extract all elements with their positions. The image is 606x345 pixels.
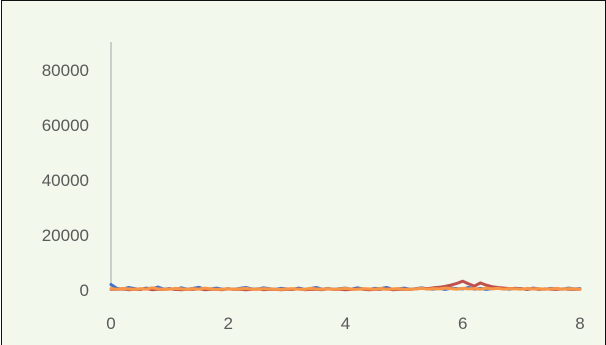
x-tick-label: 2 — [224, 314, 233, 333]
y-tick-label: 40000 — [42, 171, 89, 190]
y-tick-label: 60000 — [42, 116, 89, 135]
y-tick-label: 80000 — [42, 61, 89, 80]
x-tick-label: 8 — [575, 314, 584, 333]
x-tick-label: 0 — [106, 314, 115, 333]
x-tick-label: 4 — [341, 314, 350, 333]
y-tick-label: 0 — [80, 281, 89, 300]
y-tick-label: 20000 — [42, 226, 89, 245]
series-layer — [109, 279, 582, 292]
plot-area — [109, 42, 582, 292]
series-line-3 — [109, 286, 582, 291]
x-tick-label: 6 — [458, 314, 467, 333]
y-axis: 0 20000 40000 60000 80000 — [42, 61, 89, 300]
x-axis: 0 2 4 6 8 — [106, 314, 584, 333]
